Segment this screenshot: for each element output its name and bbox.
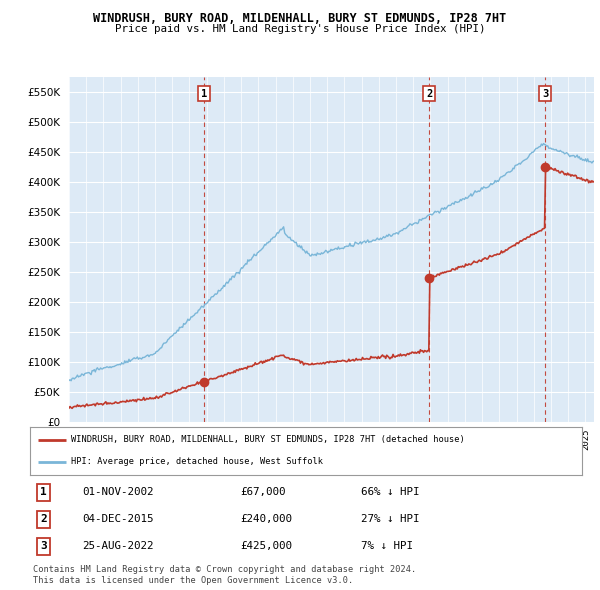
Text: 1: 1 xyxy=(40,487,47,497)
Text: 3: 3 xyxy=(542,88,548,99)
Text: 1: 1 xyxy=(200,88,207,99)
Text: This data is licensed under the Open Government Licence v3.0.: This data is licensed under the Open Gov… xyxy=(33,576,353,585)
Text: 04-DEC-2015: 04-DEC-2015 xyxy=(82,514,154,525)
Text: WINDRUSH, BURY ROAD, MILDENHALL, BURY ST EDMUNDS, IP28 7HT: WINDRUSH, BURY ROAD, MILDENHALL, BURY ST… xyxy=(94,12,506,25)
Text: 25-AUG-2022: 25-AUG-2022 xyxy=(82,542,154,552)
Text: 7% ↓ HPI: 7% ↓ HPI xyxy=(361,542,413,552)
Text: 3: 3 xyxy=(40,542,47,552)
Text: 66% ↓ HPI: 66% ↓ HPI xyxy=(361,487,420,497)
Text: WINDRUSH, BURY ROAD, MILDENHALL, BURY ST EDMUNDS, IP28 7HT (detached house): WINDRUSH, BURY ROAD, MILDENHALL, BURY ST… xyxy=(71,435,465,444)
Text: 01-NOV-2002: 01-NOV-2002 xyxy=(82,487,154,497)
Text: HPI: Average price, detached house, West Suffolk: HPI: Average price, detached house, West… xyxy=(71,457,323,466)
Text: Contains HM Land Registry data © Crown copyright and database right 2024.: Contains HM Land Registry data © Crown c… xyxy=(33,565,416,574)
Text: 2: 2 xyxy=(40,514,47,525)
Text: £240,000: £240,000 xyxy=(240,514,292,525)
Text: £425,000: £425,000 xyxy=(240,542,292,552)
Text: £67,000: £67,000 xyxy=(240,487,285,497)
Text: 2: 2 xyxy=(426,88,432,99)
Text: 27% ↓ HPI: 27% ↓ HPI xyxy=(361,514,420,525)
Text: Price paid vs. HM Land Registry's House Price Index (HPI): Price paid vs. HM Land Registry's House … xyxy=(115,24,485,34)
